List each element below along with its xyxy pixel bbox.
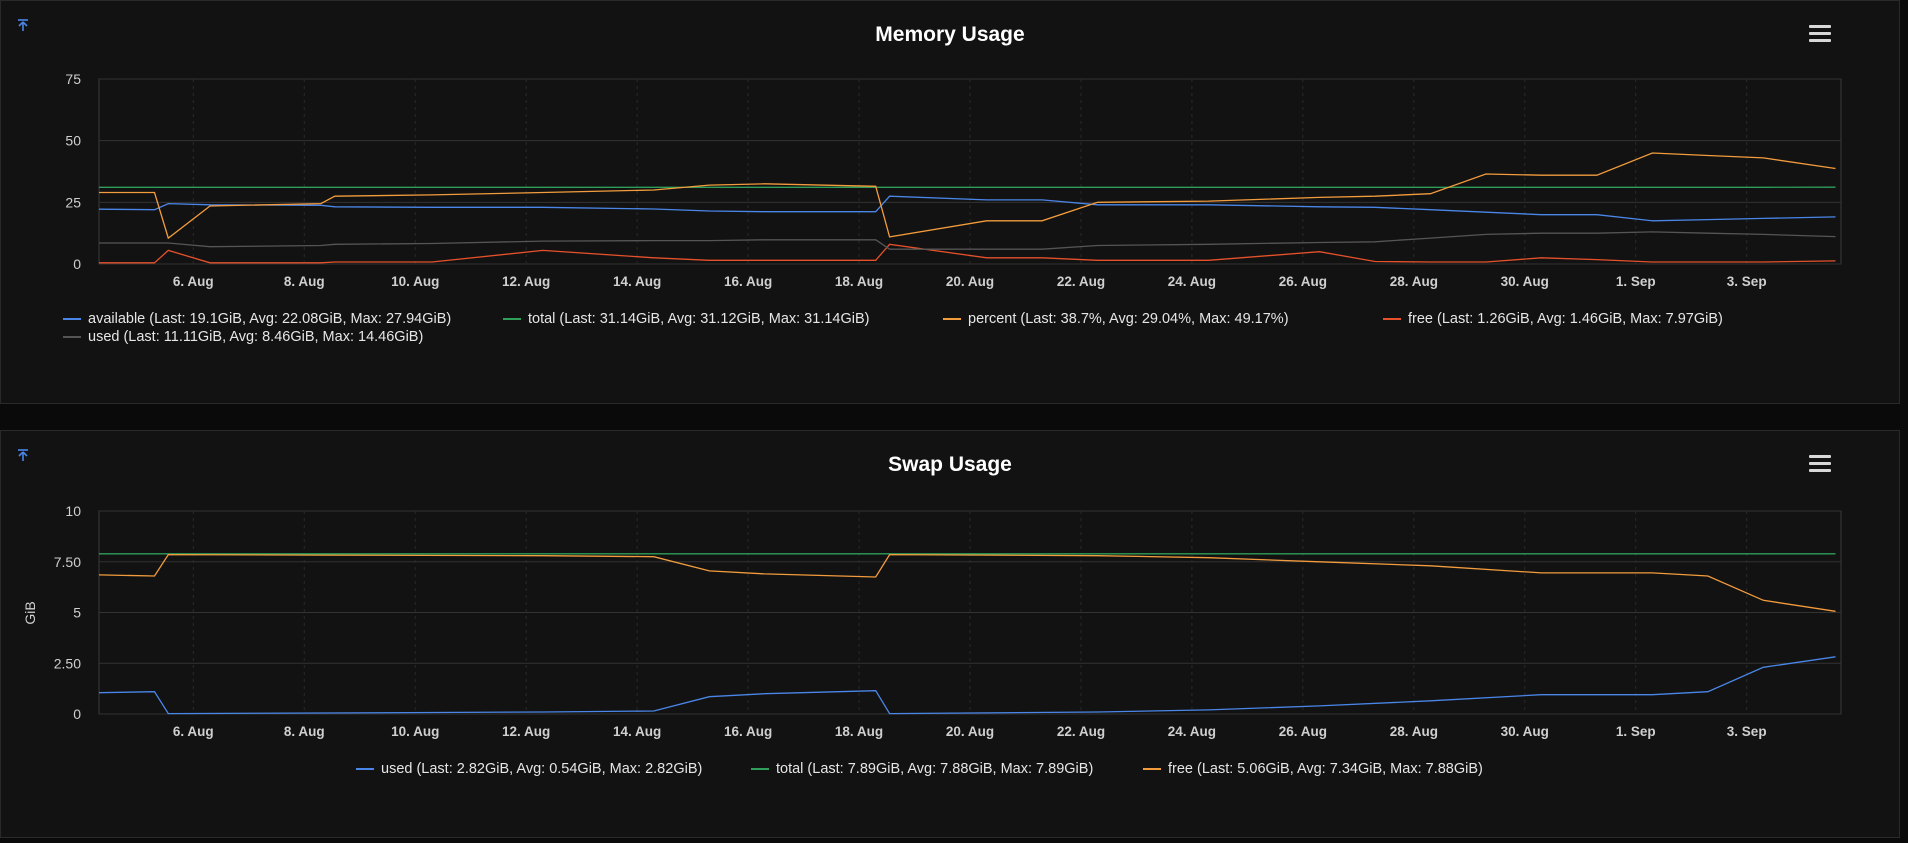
series-line-free bbox=[99, 243, 1836, 264]
legend-swatch bbox=[943, 318, 961, 320]
y-tick-label: 25 bbox=[65, 194, 81, 210]
x-tick-label: 26. Aug bbox=[1279, 274, 1327, 289]
legend-item-used_swap[interactable]: used (Last: 2.82GiB, Avg: 0.54GiB, Max: … bbox=[356, 761, 702, 777]
y-tick-label: 0 bbox=[73, 706, 81, 722]
chart-title: Memory Usage bbox=[875, 23, 1025, 46]
x-tick-label: 18. Aug bbox=[835, 724, 883, 739]
series-line-used bbox=[99, 231, 1836, 250]
chart-title: Swap Usage bbox=[888, 453, 1012, 476]
x-tick-label: 1. Sep bbox=[1616, 274, 1656, 289]
legend-item-percent[interactable]: percent (Last: 38.7%, Avg: 29.04%, Max: … bbox=[943, 311, 1289, 327]
legend-swatch bbox=[1383, 318, 1401, 320]
y-tick-label: 0 bbox=[73, 256, 81, 272]
x-tick-label: 14. Aug bbox=[613, 724, 661, 739]
legend-label: available (Last: 19.1GiB, Avg: 22.08GiB,… bbox=[88, 311, 452, 327]
x-tick-label: 8. Aug bbox=[284, 274, 325, 289]
x-tick-label: 30. Aug bbox=[1501, 724, 1549, 739]
x-tick-label: 28. Aug bbox=[1390, 274, 1438, 289]
x-tick-label: 16. Aug bbox=[724, 724, 772, 739]
hamburger-menu-icon[interactable] bbox=[1809, 25, 1831, 43]
y-axis-label: GiB bbox=[22, 601, 38, 624]
x-tick-label: 6. Aug bbox=[173, 724, 214, 739]
x-tick-label: 3. Sep bbox=[1727, 274, 1767, 289]
legend-item-free_swap[interactable]: free (Last: 5.06GiB, Avg: 7.34GiB, Max: … bbox=[1143, 761, 1483, 777]
legend-swatch bbox=[503, 318, 521, 320]
legend-swatch bbox=[63, 336, 81, 338]
legend-swatch bbox=[751, 768, 769, 770]
series-line-available bbox=[98, 195, 1836, 222]
x-tick-label: 12. Aug bbox=[502, 724, 550, 739]
legend-item-total_swap[interactable]: total (Last: 7.89GiB, Avg: 7.88GiB, Max:… bbox=[751, 761, 1093, 777]
collapse-up-icon[interactable] bbox=[16, 18, 30, 32]
hamburger-menu-icon[interactable] bbox=[1809, 455, 1831, 473]
legend-item-available[interactable]: available (Last: 19.1GiB, Avg: 22.08GiB,… bbox=[63, 311, 451, 327]
memory-usage-panel: Memory Usage 0 25 50 75 6. Aug 8. Aug 10. Aug 1… bbox=[0, 0, 1900, 404]
y-tick-label: 50 bbox=[65, 133, 81, 149]
x-tick-label: 20. Aug bbox=[946, 274, 994, 289]
x-tick-label: 12. Aug bbox=[502, 274, 550, 289]
legend-label: total (Last: 31.14GiB, Avg: 31.12GiB, Ma… bbox=[528, 311, 870, 327]
legend-label: total (Last: 7.89GiB, Avg: 7.88GiB, Max:… bbox=[776, 761, 1094, 777]
x-tick-label: 8. Aug bbox=[284, 724, 325, 739]
y-tick-label: 2.50 bbox=[54, 655, 81, 671]
x-tick-label: 16. Aug bbox=[724, 274, 772, 289]
x-tick-label: 1. Sep bbox=[1616, 724, 1656, 739]
x-tick-label: 24. Aug bbox=[1168, 274, 1216, 289]
legend-label: percent (Last: 38.7%, Avg: 29.04%, Max: … bbox=[968, 311, 1289, 327]
memory-chart-plot: 0 25 50 75 6. Aug 8. Aug 10. Aug 12. Aug 14. Aug… bbox=[65, 71, 1842, 289]
series-line-percent bbox=[99, 152, 1836, 240]
series-line-used bbox=[98, 656, 1836, 715]
legend-item-free[interactable]: free (Last: 1.26GiB, Avg: 1.46GiB, Max: … bbox=[1383, 311, 1723, 327]
x-tick-label: 6. Aug bbox=[173, 274, 214, 289]
x-tick-label: 30. Aug bbox=[1501, 274, 1549, 289]
legend-label: free (Last: 5.06GiB, Avg: 7.34GiB, Max: … bbox=[1168, 761, 1483, 777]
legend-label: free (Last: 1.26GiB, Avg: 1.46GiB, Max: … bbox=[1408, 311, 1723, 327]
swap-usage-panel: Swap Usage 0 2.50 5 7.50 10 6. Aug 8. Aug 10. A… bbox=[0, 430, 1900, 838]
x-tick-label: 28. Aug bbox=[1390, 724, 1438, 739]
x-tick-label: 10. Aug bbox=[391, 274, 439, 289]
series-line-free bbox=[98, 553, 1836, 612]
x-tick-label: 10. Aug bbox=[391, 724, 439, 739]
y-tick-label: 7.50 bbox=[54, 554, 81, 570]
x-tick-label: 14. Aug bbox=[613, 274, 661, 289]
y-tick-label: 75 bbox=[65, 71, 81, 87]
legend-swatch bbox=[356, 768, 374, 770]
y-tick-label: 10 bbox=[65, 503, 81, 519]
legend-label: used (Last: 2.82GiB, Avg: 0.54GiB, Max: … bbox=[381, 761, 703, 777]
x-tick-label: 3. Sep bbox=[1727, 724, 1767, 739]
swap-chart-plot: 0 2.50 5 7.50 10 6. Aug 8. Aug 10. Aug 12. Aug 14… bbox=[22, 503, 1842, 739]
x-tick-label: 22. Aug bbox=[1057, 274, 1105, 289]
x-tick-label: 24. Aug bbox=[1168, 724, 1216, 739]
legend-item-total[interactable]: total (Last: 31.14GiB, Avg: 31.12GiB, Ma… bbox=[503, 311, 869, 327]
y-tick-label: 5 bbox=[73, 605, 81, 621]
x-tick-label: 22. Aug bbox=[1057, 724, 1105, 739]
legend-label: used (Last: 11.11GiB, Avg: 8.46GiB, Max:… bbox=[88, 329, 424, 345]
legend-item-used_mem[interactable]: used (Last: 11.11GiB, Avg: 8.46GiB, Max:… bbox=[63, 329, 423, 345]
x-tick-label: 20. Aug bbox=[946, 724, 994, 739]
x-tick-label: 26. Aug bbox=[1279, 724, 1327, 739]
x-tick-label: 18. Aug bbox=[835, 274, 883, 289]
collapse-up-icon[interactable] bbox=[16, 448, 30, 462]
legend-swatch bbox=[63, 318, 81, 320]
legend-swatch bbox=[1143, 768, 1161, 770]
